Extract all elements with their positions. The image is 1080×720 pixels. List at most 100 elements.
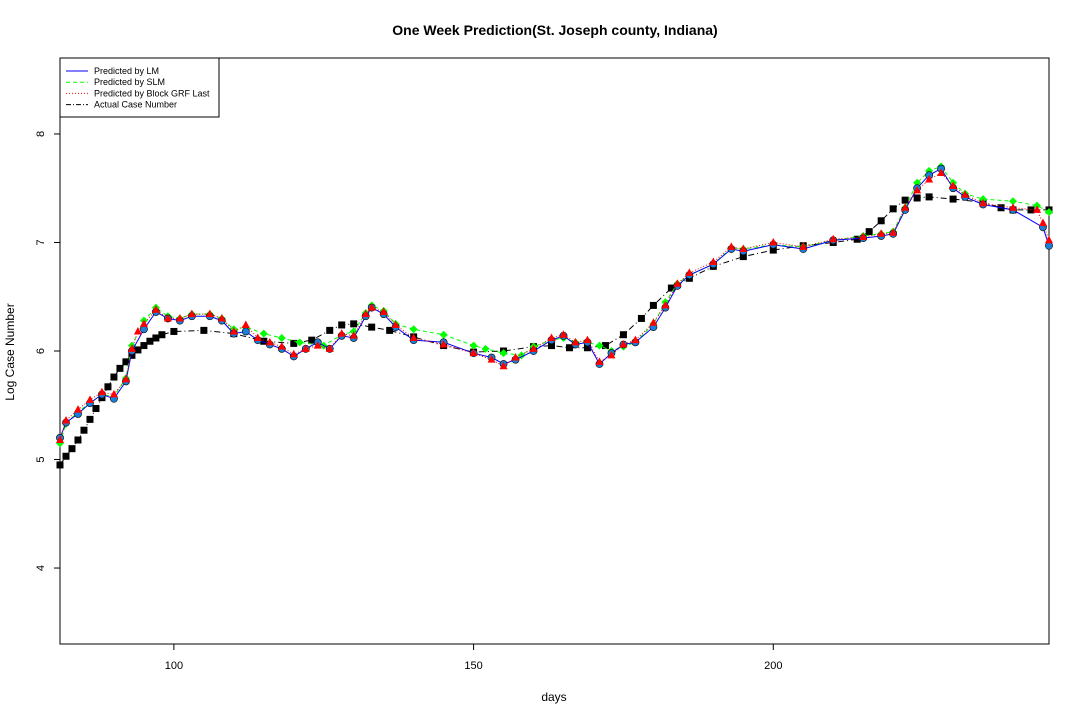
data-point-actual	[56, 461, 64, 469]
data-point-actual	[368, 323, 376, 331]
data-point-block-grf	[391, 320, 400, 328]
data-point-actual	[901, 196, 909, 204]
data-point-block-grf	[571, 337, 580, 346]
data-point-slm	[439, 330, 448, 339]
data-point-block-grf	[739, 244, 748, 252]
series-line-predicted-by-block-grf-last	[59, 172, 1050, 441]
data-point-actual	[116, 364, 124, 372]
data-point-actual	[601, 342, 609, 350]
legend-label: Predicted by Block GRF Last	[94, 88, 210, 98]
data-point-block-grf	[121, 374, 130, 383]
data-point-slm	[913, 178, 922, 187]
data-point-actual	[913, 194, 921, 202]
legend-label: Actual Case Number	[94, 100, 177, 110]
data-point-actual	[338, 321, 346, 329]
data-point-block-grf	[349, 331, 358, 339]
y-tick-label: 4	[35, 565, 47, 571]
data-point-block-grf	[769, 237, 778, 246]
data-point-block-grf	[85, 395, 94, 403]
legend-box	[59, 57, 220, 118]
data-point-block-grf	[229, 326, 238, 335]
data-point-block-grf	[56, 435, 64, 443]
data-point-block-grf	[709, 257, 718, 266]
y-tick-label: 7	[35, 239, 47, 245]
data-point-actual	[80, 426, 88, 434]
x-tick-label: 200	[764, 660, 782, 672]
data-point-block-grf	[925, 175, 934, 183]
plot-frame	[59, 57, 1050, 645]
data-point-block-grf	[133, 326, 142, 335]
data-point-block-grf	[241, 320, 250, 328]
data-point-actual	[122, 358, 130, 366]
data-point-block-grf	[631, 335, 640, 344]
data-point-block-grf	[961, 190, 970, 198]
data-point-block-grf	[649, 318, 658, 326]
data-point-block-grf	[109, 389, 118, 398]
data-point-block-grf	[937, 168, 946, 177]
data-point-block-grf	[61, 415, 70, 424]
data-point-actual	[308, 336, 316, 344]
data-point-block-grf	[511, 353, 520, 361]
data-point-slm	[499, 349, 508, 358]
data-point-block-grf	[1033, 205, 1042, 213]
data-point-block-grf	[337, 329, 346, 337]
data-point-actual	[637, 314, 645, 322]
data-point-actual	[62, 452, 70, 460]
data-point-actual	[74, 436, 82, 444]
data-point-actual	[865, 228, 873, 236]
data-point-actual	[170, 327, 178, 335]
data-point-block-grf	[151, 305, 160, 313]
y-tick-label: 5	[35, 456, 47, 462]
y-axis: 4 5 6 7 8	[35, 131, 60, 571]
data-point-block-grf	[1039, 218, 1048, 226]
data-point-block-grf	[607, 350, 616, 359]
data-point-block-grf	[97, 387, 106, 396]
data-point-actual	[140, 342, 148, 350]
data-point-block-grf	[661, 300, 670, 309]
x-axis-label: days	[541, 690, 566, 704]
data-point-actual	[104, 383, 112, 391]
data-point-block-grf	[913, 185, 922, 194]
data-point-block-grf	[277, 342, 286, 350]
data-point-block-grf	[163, 313, 172, 322]
data-point-block-grf	[949, 181, 958, 190]
data-point-actual	[290, 339, 298, 347]
data-point-block-grf	[487, 355, 496, 363]
data-point-actual	[925, 193, 933, 201]
data-point-block-grf	[583, 335, 592, 344]
data-point-actual	[86, 415, 94, 423]
data-point-block-grf	[175, 313, 184, 322]
data-point-block-grf	[301, 344, 310, 352]
data-point-block-grf	[361, 309, 370, 318]
data-point-block-grf	[619, 339, 628, 348]
data-point-block-grf	[889, 228, 898, 236]
data-point-block-grf	[289, 349, 298, 358]
data-point-block-grf	[139, 319, 148, 327]
data-point-block-grf	[379, 307, 388, 315]
data-point-block-grf	[901, 203, 910, 211]
data-point-block-grf	[529, 344, 538, 352]
data-point-block-grf	[727, 242, 736, 250]
data-point-block-grf	[499, 361, 508, 370]
data-point-block-grf	[859, 232, 868, 241]
data-point-actual	[548, 342, 556, 350]
data-point-slm	[469, 341, 478, 350]
data-point-block-grf	[595, 357, 604, 365]
data-point-slm	[1045, 208, 1053, 217]
data-point-slm	[595, 341, 604, 350]
y-tick-label: 6	[35, 348, 47, 354]
data-point-actual	[769, 246, 777, 254]
data-point-slm	[277, 333, 286, 342]
data-point-actual	[889, 205, 897, 213]
data-point-slm	[295, 338, 304, 347]
data-point-block-grf	[409, 333, 418, 341]
data-point-actual	[1027, 206, 1035, 214]
data-point-actual	[110, 373, 118, 381]
series-line-actual-case-number	[59, 196, 1049, 466]
x-axis: 100 150 200	[165, 644, 782, 672]
data-point-actual	[739, 253, 747, 261]
data-point-slm	[259, 329, 268, 338]
data-point-block-grf	[127, 344, 136, 352]
data-point-block-grf	[1045, 235, 1053, 244]
